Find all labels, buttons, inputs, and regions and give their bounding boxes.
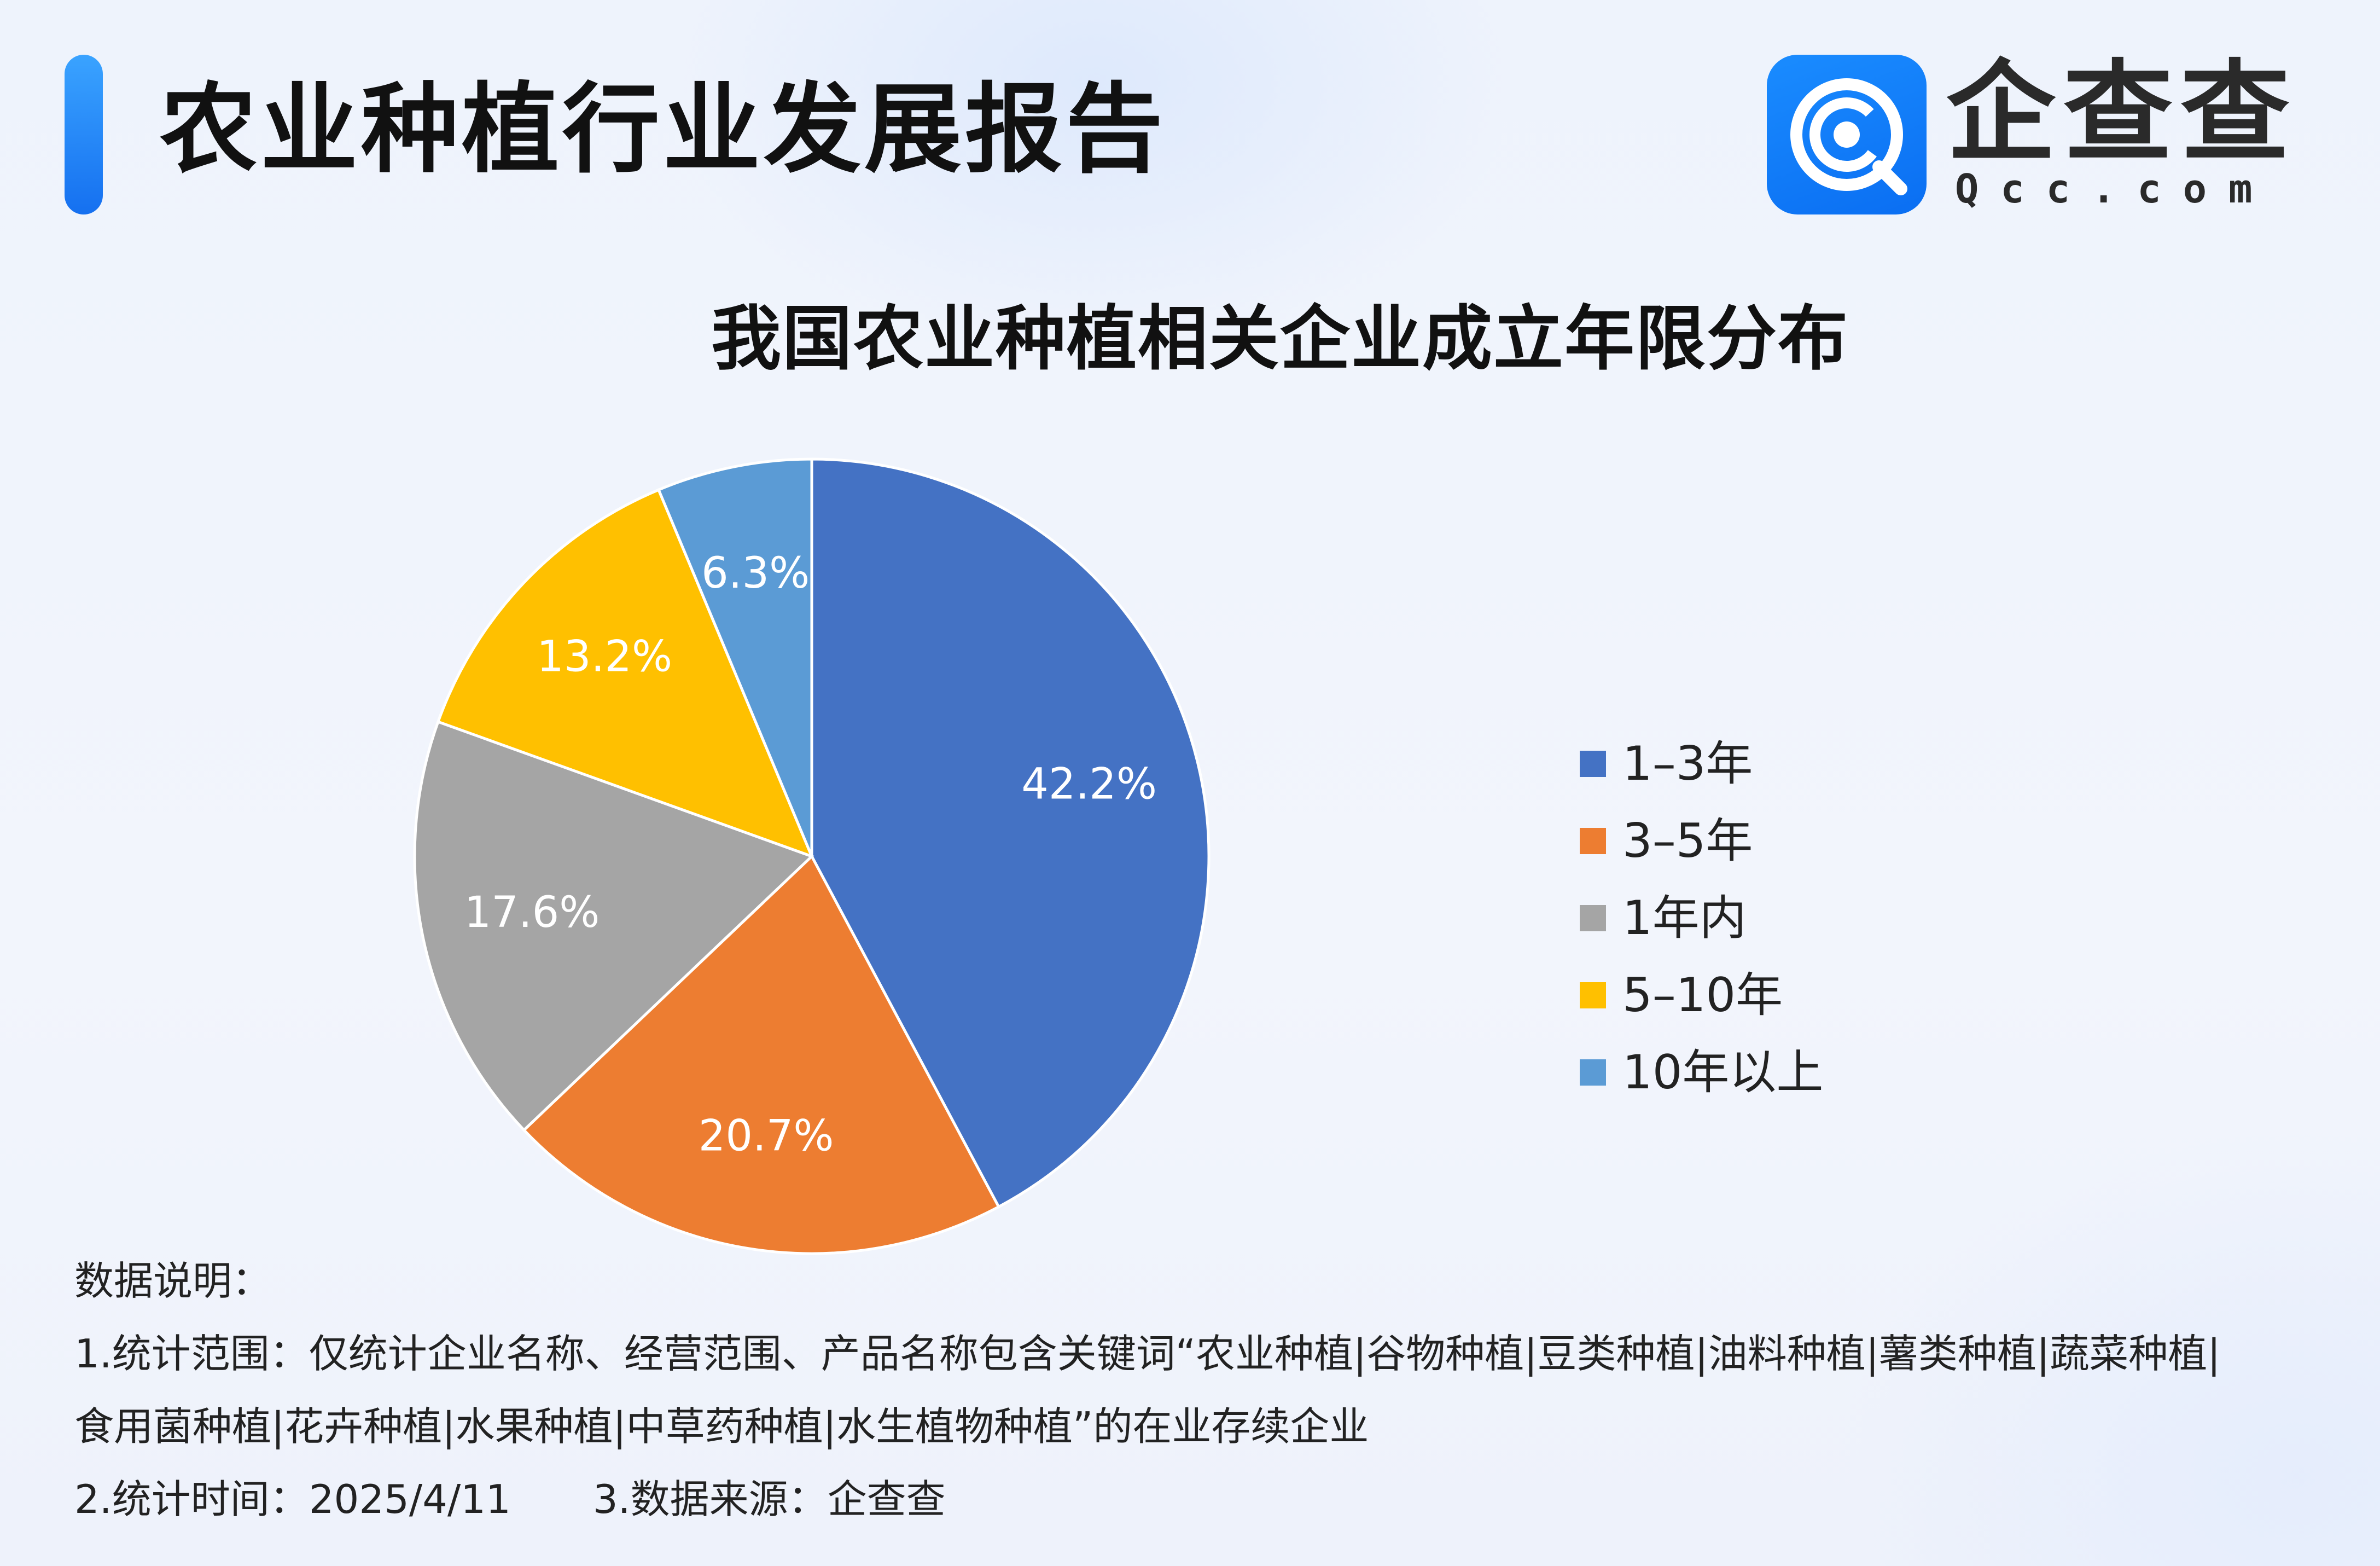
data-notes: 数据说明： 1.统计范围：仅统计企业名称、经营范围、产品名称包含关键词“农业种植… bbox=[74, 1245, 2221, 1536]
title-accent-bar bbox=[65, 55, 103, 214]
legend-item-5: 10年以上 bbox=[1580, 1034, 1823, 1111]
pie-data-label-4: 13.2% bbox=[537, 632, 672, 681]
legend-swatch bbox=[1580, 827, 1606, 854]
qcc-logo-icon bbox=[1767, 55, 1927, 214]
chart-title: 我国农业种植相关企业成立年限分布 bbox=[711, 298, 1849, 380]
pie-slice-1 bbox=[810, 457, 1211, 1209]
pie-slice-2 bbox=[522, 854, 1001, 1255]
legend-swatch bbox=[1580, 904, 1606, 931]
legend-swatch bbox=[1580, 750, 1606, 777]
legend-item-3: 1年内 bbox=[1580, 879, 1823, 956]
pie-data-label-5: 6.3% bbox=[701, 549, 810, 598]
notes-scope-line-1: 1.统计范围：仅统计企业名称、经营范围、产品名称包含关键词“农业种植|谷物种植|… bbox=[74, 1331, 2221, 1377]
legend-label: 10年以上 bbox=[1622, 1045, 1824, 1100]
legend-swatch bbox=[1580, 1059, 1606, 1086]
legend-item-4: 5–10年 bbox=[1580, 956, 1823, 1034]
legend-label: 5–10年 bbox=[1622, 967, 1783, 1023]
pie-data-label-2: 20.7% bbox=[699, 1112, 834, 1161]
legend-item-1: 1–3年 bbox=[1580, 725, 1823, 802]
legend-label: 1年内 bbox=[1622, 890, 1747, 946]
pie-slice-5 bbox=[656, 457, 813, 857]
notes-data-source: 3.数据来源：企查查 bbox=[592, 1476, 946, 1522]
qcc-logo-domain: Qcc.com bbox=[1955, 166, 2274, 212]
qcc-logo-text: 企查查 bbox=[1946, 49, 2298, 177]
notes-stat-time: 2.统计时间：2025/4/11 bbox=[74, 1476, 511, 1522]
chart-legend: 1–3年 3–5年 1年内 5–10年 10年以上 bbox=[1580, 725, 1823, 1111]
notes-time-source-row: 2.统计时间：2025/4/11 3.数据来源：企查查 bbox=[74, 1463, 2221, 1536]
pie-slice-3 bbox=[413, 720, 814, 1132]
legend-label: 1–3年 bbox=[1622, 736, 1753, 791]
report-title: 农业种植行业发展报告 bbox=[160, 73, 1166, 186]
pie-data-label-3: 17.6% bbox=[464, 888, 600, 937]
pie-slice-4 bbox=[436, 488, 814, 859]
legend-item-2: 3–5年 bbox=[1580, 802, 1823, 879]
notes-scope-line-2: 食用菌种植|花卉种植|水果种植|中草药种植|水生植物种植”的在业存续企业 bbox=[74, 1403, 1369, 1449]
pie-data-label-1: 42.2% bbox=[1021, 760, 1157, 809]
legend-swatch bbox=[1580, 982, 1606, 1008]
qcc-logo-mark bbox=[1790, 78, 1907, 195]
notes-heading: 数据说明： bbox=[74, 1258, 272, 1304]
legend-label: 3–5年 bbox=[1622, 813, 1753, 868]
